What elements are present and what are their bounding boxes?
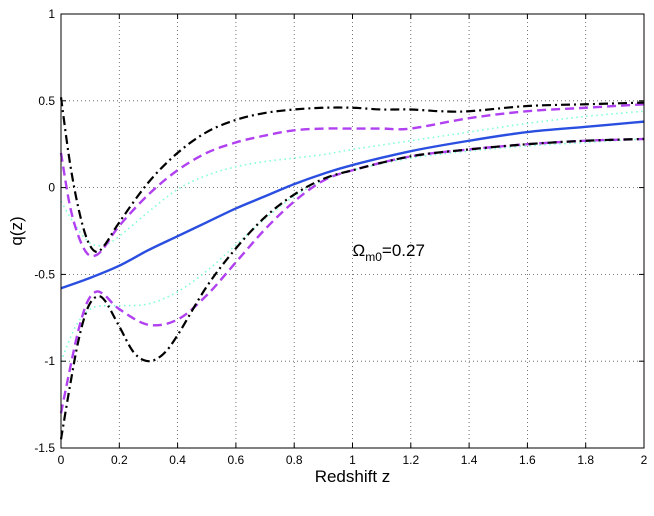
x-tick-label: 0.8 bbox=[286, 453, 303, 467]
y-tick-label: 1 bbox=[48, 7, 55, 21]
series-line-dashdot-5 bbox=[59, 97, 645, 254]
x-tick-label: 1 bbox=[349, 453, 356, 467]
x-tick-label: 0 bbox=[58, 453, 65, 467]
y-tick-label: 0.5 bbox=[38, 94, 55, 108]
series-line-solid-0 bbox=[60, 120, 645, 290]
omega-value: =0.27 bbox=[382, 241, 425, 260]
omega-subscript: m0 bbox=[365, 250, 382, 264]
x-tick-label: 2 bbox=[641, 453, 648, 467]
x-axis-title: Redshift z bbox=[315, 467, 391, 486]
x-tick-label: 0.2 bbox=[111, 453, 128, 467]
grid-layer bbox=[61, 14, 644, 448]
tick-layer: 0 0.2 0.4 0.6 0.8 1 1.2 1.4 1.6 1.8 2 -1.5 -1 -0.5 0 0.… bbox=[34, 7, 647, 467]
x-tick-label: 0.6 bbox=[228, 453, 245, 467]
x-tick-label: 1.8 bbox=[577, 453, 594, 467]
y-tick-label: -1.5 bbox=[34, 441, 55, 455]
omega-symbol: Ω bbox=[353, 241, 366, 260]
x-tick-label: 0.4 bbox=[169, 453, 186, 467]
series-layer bbox=[59, 97, 645, 440]
series-line-dashed-4 bbox=[59, 137, 645, 414]
series-line-dotted-1 bbox=[60, 110, 645, 247]
y-tick-label: 0 bbox=[48, 181, 55, 195]
x-tick-label: 1.6 bbox=[519, 453, 536, 467]
x-tick-label: 1.2 bbox=[402, 453, 419, 467]
omega-annotation: Ωm0=0.27 bbox=[353, 241, 425, 264]
y-axis-title: q(z) bbox=[7, 216, 26, 245]
y-tick-label: -1 bbox=[44, 354, 55, 368]
x-tick-label: 1.4 bbox=[461, 453, 478, 467]
series-line-dashdot-6 bbox=[59, 137, 645, 440]
y-tick-label: -0.5 bbox=[34, 267, 55, 281]
series-line-dashed-3 bbox=[59, 103, 645, 258]
